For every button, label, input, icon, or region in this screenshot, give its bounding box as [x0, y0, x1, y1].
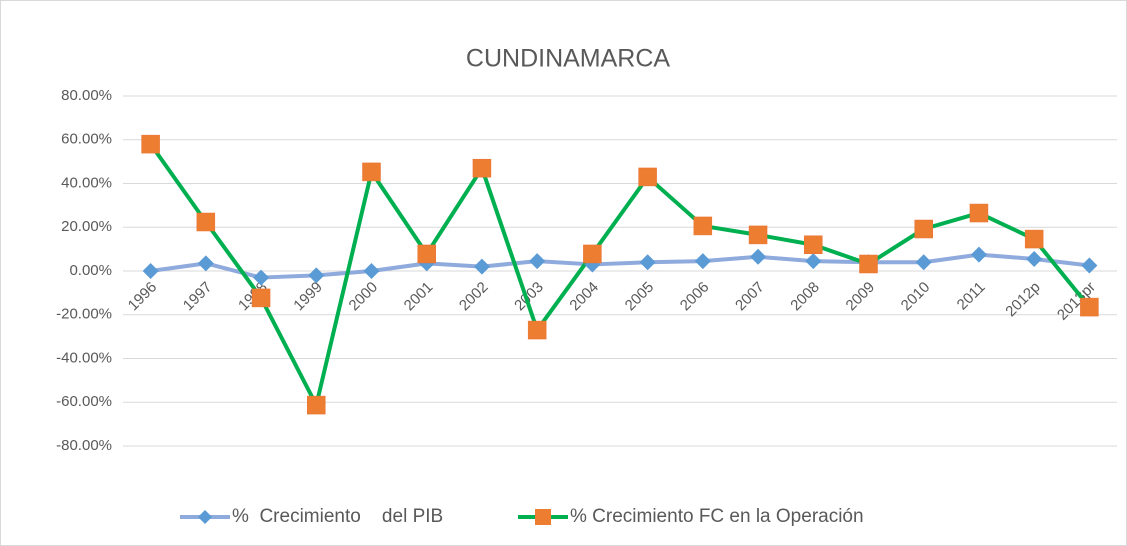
y-tick-label: 60.00%	[61, 131, 112, 148]
diamond-marker	[694, 253, 711, 270]
diamond-marker	[970, 246, 987, 263]
diamond-marker	[473, 258, 490, 275]
y-tick-label: -60.00%	[56, 393, 112, 410]
legend-label: % Crecimiento FC en la Operación	[570, 506, 864, 527]
diamond-marker	[308, 267, 325, 284]
diamond-marker	[253, 269, 270, 286]
diamond-marker	[197, 255, 214, 272]
square-marker	[362, 162, 381, 182]
y-tick-label: -80.00%	[56, 437, 112, 454]
square-marker	[804, 235, 823, 254]
diamond-marker	[529, 253, 546, 270]
y-tick-label: 40.00%	[61, 174, 112, 191]
square-marker	[527, 320, 547, 340]
legend-label: % Crecimiento del PIB	[232, 506, 443, 527]
chart-title: CUNDINAMARCA	[466, 45, 671, 73]
square-marker	[748, 225, 768, 245]
square-marker	[472, 158, 492, 178]
square-marker	[693, 216, 713, 236]
square-marker	[969, 203, 989, 223]
diamond-marker	[805, 253, 822, 270]
y-tick-label: 80.00%	[61, 87, 112, 104]
y-tick-label: -40.00%	[56, 349, 112, 366]
diamond-marker	[750, 248, 767, 265]
diamond-marker	[363, 263, 380, 279]
square-marker	[417, 244, 436, 264]
series-line	[150, 252, 1090, 280]
y-tick-label: -20.00%	[56, 306, 112, 323]
diamond-marker	[639, 254, 656, 271]
square-marker	[307, 395, 326, 415]
square-marker	[859, 254, 878, 274]
diamond-marker	[915, 254, 932, 271]
y-tick-label: 0.00%	[69, 262, 112, 279]
square-marker	[914, 219, 933, 239]
square-marker	[141, 134, 160, 154]
square-marker	[638, 167, 657, 187]
diamond-marker	[1026, 250, 1043, 267]
y-tick-label: 20.00%	[61, 218, 112, 235]
square-marker	[251, 288, 271, 308]
legend-marker	[198, 510, 212, 524]
diamond-marker	[1081, 257, 1098, 274]
square-marker	[1080, 297, 1099, 317]
diamond-marker	[142, 263, 159, 279]
square-marker	[1024, 229, 1044, 249]
legend-marker	[535, 509, 551, 525]
square-marker	[583, 244, 602, 264]
square-marker	[196, 212, 216, 232]
